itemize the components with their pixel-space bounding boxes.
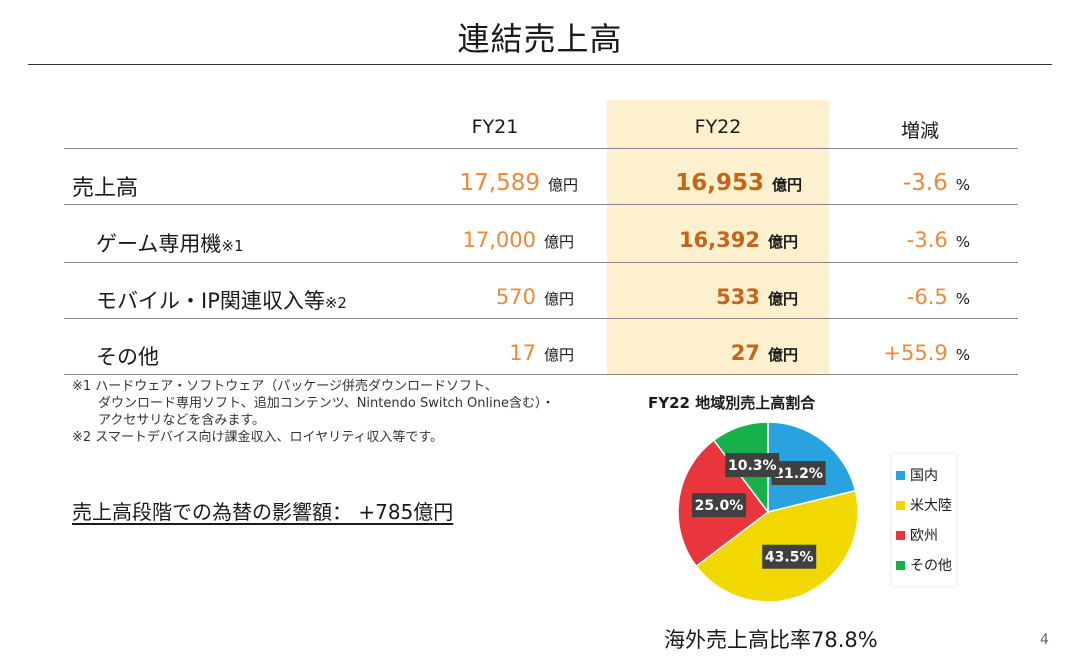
page-number: 4 — [1040, 632, 1049, 648]
value-number: 533 — [716, 285, 760, 309]
sales-fy21-value: 17,589 億円 — [460, 170, 579, 196]
value-number: -3.6 — [906, 228, 948, 252]
row-label-other: その他 — [96, 341, 159, 371]
mobile-diff-value: -6.5% — [907, 285, 970, 309]
value-unit: 億円 — [767, 346, 798, 364]
row-label-text: その他 — [96, 345, 159, 369]
value-number: -3.6 — [902, 170, 948, 196]
row-label-text: モバイル・IP関連収入等 — [96, 289, 325, 313]
pie-data-label: 21.2% — [771, 461, 826, 486]
table-rule — [64, 148, 1018, 149]
footnote-line: ※2 スマートデバイス向け課金収入、ロイヤリティ収入等です。 — [72, 430, 444, 445]
legend-swatch — [896, 560, 905, 570]
pie-data-label-text: 25.0% — [695, 498, 744, 514]
fy22-highlight-column — [607, 100, 829, 374]
header-fy22: FY22 — [694, 116, 742, 138]
value-number: 17 — [509, 341, 536, 365]
legend-item-3: 欧州 — [896, 520, 952, 550]
mobile-fy21-value: 570 億円 — [496, 285, 574, 309]
table-rule — [64, 374, 1018, 375]
page-title: 連結売上高 — [457, 20, 623, 58]
row-note-mark: ※1 — [221, 237, 244, 255]
other-fy22-value: 27 億円 — [731, 341, 798, 365]
value-unit: % — [955, 233, 970, 251]
value-number: 27 — [730, 341, 760, 365]
footnotes: ※1 ハードウェア・ソフトウェア（パッケージ併売ダウンロードソフト、 ダウンロー… — [72, 378, 555, 446]
legend-swatch — [896, 500, 905, 510]
legend-swatch — [896, 470, 905, 480]
pie-data-label: 25.0% — [691, 493, 746, 518]
value-unit: 億円 — [543, 233, 574, 251]
legend-label: 欧州 — [910, 528, 938, 544]
footnote-line: ダウンロード専用ソフト、追加コンテンツ、Nintendo Switch Onli… — [72, 396, 555, 411]
pie-data-label-text: 21.2% — [774, 466, 823, 482]
value-number: 570 — [495, 285, 536, 309]
value-unit: 億円 — [767, 233, 798, 251]
pie-chart-title: FY22 地域別売上高割合 — [648, 394, 816, 412]
value-unit: 億円 — [543, 346, 574, 364]
value-unit: 億円 — [767, 290, 798, 308]
footnote-line: ※1 ハードウェア・ソフトウェア（パッケージ併売ダウンロードソフト、 — [72, 379, 498, 394]
legend-swatch — [896, 530, 905, 540]
row-label-sales: 売上高 — [72, 170, 138, 202]
table-rule — [64, 318, 1018, 319]
overseas-ratio-text: 海外売上高比率78.8% — [664, 628, 878, 652]
table-rule — [64, 204, 1018, 205]
legend-label: 国内 — [910, 468, 938, 484]
fx-impact-text: 売上高段階での為替の影響額： +785億円 — [72, 500, 454, 524]
other-diff-value: +55.9% — [883, 341, 970, 365]
console-diff-value: -3.6% — [907, 228, 970, 252]
pie-chart: 21.2% 43.5% 25.0% 10.3% — [677, 421, 859, 603]
pie-legend: 国内米大陸欧州その他 — [892, 454, 956, 586]
sales-diff-value: -3.6% — [903, 170, 970, 196]
legend-item-4: その他 — [896, 550, 952, 580]
row-label-text: ゲーム専用機 — [96, 232, 222, 256]
title-divider — [28, 64, 1052, 65]
console-fy22-value: 16,392 億円 — [679, 228, 798, 252]
other-fy21-value: 17 億円 — [509, 341, 574, 365]
pie-data-label: 43.5% — [762, 544, 817, 569]
mobile-fy22-value: 533 億円 — [716, 285, 798, 309]
footnote-line: アクセサリなどを含みます。 — [72, 413, 266, 428]
sales-fy22-value: 16,953 億円 — [675, 170, 802, 196]
header-diff: 増減 — [900, 120, 939, 142]
value-number: 16,953 — [675, 170, 764, 196]
value-unit: 億円 — [543, 290, 574, 308]
console-fy21-value: 17,000 億円 — [463, 228, 575, 252]
pie-data-label-text: 10.3% — [728, 458, 777, 474]
value-number: +55.9 — [883, 341, 948, 365]
header-fy21: FY21 — [471, 116, 519, 138]
pie-data-label-text: 43.5% — [765, 550, 814, 566]
value-unit: % — [955, 346, 970, 364]
row-label-console: ゲーム専用機※1 — [96, 228, 244, 258]
value-number: 17,589 — [459, 170, 540, 196]
value-number: 17,000 — [462, 228, 536, 252]
row-label-mobile-ip: モバイル・IP関連収入等※2 — [96, 285, 347, 315]
value-unit: 億円 — [547, 176, 578, 194]
value-unit: % — [955, 176, 970, 194]
value-unit: 億円 — [771, 176, 802, 194]
value-unit: % — [955, 290, 970, 308]
table-rule — [64, 262, 1018, 263]
value-number: -6.5 — [906, 285, 948, 309]
row-label-text: 売上高 — [72, 176, 139, 201]
legend-item-1: 国内 — [896, 460, 952, 490]
pie-data-label: 10.3% — [725, 453, 780, 478]
value-number: 16,392 — [678, 228, 760, 252]
row-note-mark: ※2 — [324, 294, 347, 312]
legend-item-2: 米大陸 — [896, 490, 952, 520]
legend-label: その他 — [910, 558, 952, 574]
legend-label: 米大陸 — [910, 498, 952, 514]
